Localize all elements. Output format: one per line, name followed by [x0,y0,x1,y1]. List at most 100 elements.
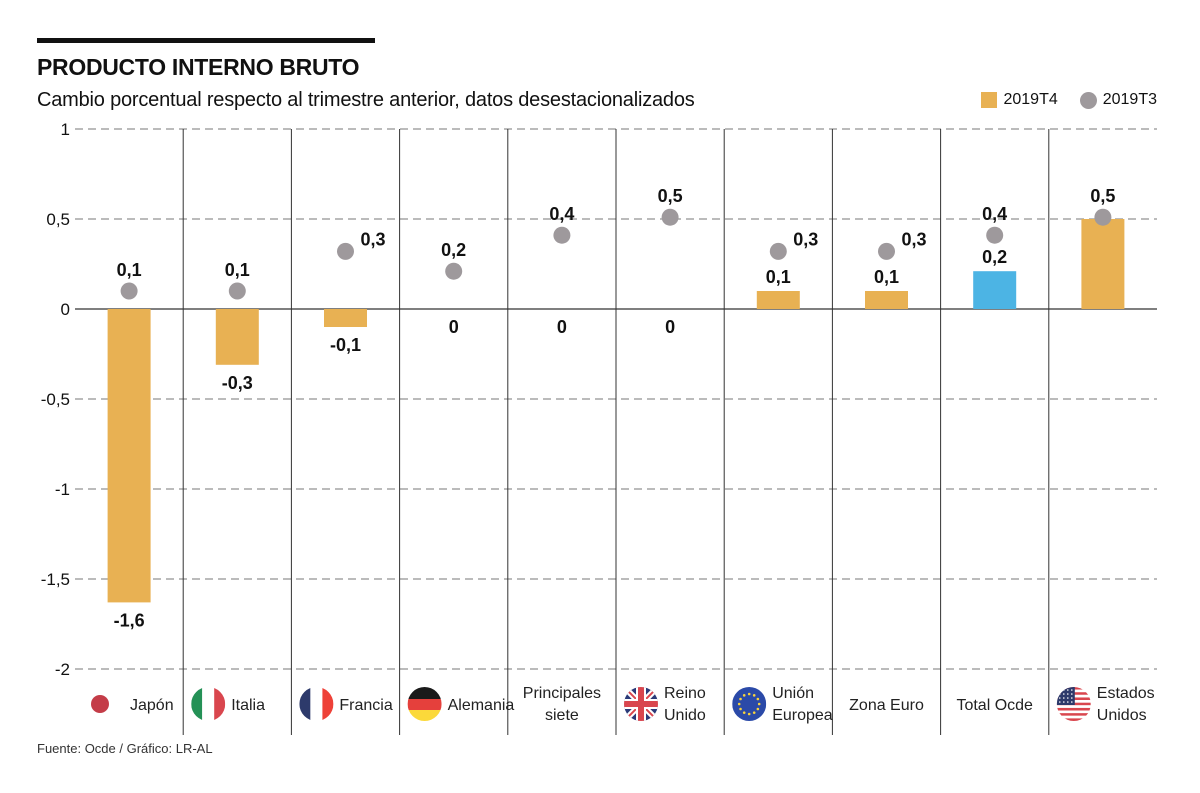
dot-value-label: 0,3 [361,229,386,249]
chart-title: PRODUCTO INTERNO BRUTO [37,54,360,80]
dot [120,282,138,300]
bar [215,309,259,365]
flag-star [1067,697,1069,699]
flag-star [739,707,742,711]
bar-value-label: 0,1 [874,267,899,287]
flag-stripe [322,687,334,721]
flag-star [1059,701,1061,703]
legend-square-icon [981,92,998,108]
flag-star [747,692,751,696]
flag-cross [638,687,644,721]
france-flag-icon [299,687,334,721]
dot [986,226,1004,244]
flag-stripe [407,687,442,699]
dot-value-label: 0,1 [225,260,250,280]
y-tick-label: -2 [55,660,70,679]
category-label: Unidos [1097,707,1147,724]
legend: 2019T4 2019T3 [959,91,1157,109]
dot [1094,208,1112,226]
bar-value-label: 0,2 [982,247,1007,267]
dot-value-label: 0,3 [793,229,818,249]
flag-clip [624,687,658,721]
dot [553,226,571,244]
dot [445,262,463,280]
flag-stripe [1056,707,1091,711]
flag-sun [91,695,109,713]
japan-flag-icon [83,687,117,721]
flag-star [1063,689,1065,691]
category-label: Europea [772,707,833,724]
flag-star [742,694,746,697]
bar [1081,219,1125,309]
flag-star [1063,701,1065,703]
source-note: Fuente: Ocde / Gráfico: LR-AL [37,741,213,756]
category-label: Unión [772,685,814,702]
flag-stripe [1056,715,1091,719]
flag-star [1067,689,1069,691]
flag-star [1063,697,1065,699]
flag-star [1071,701,1073,703]
dot-value-label: 0,4 [982,204,1007,224]
bar [107,309,151,603]
flag-star [747,712,751,716]
usa-flag-icon [1056,687,1091,721]
category-label: Estados [1097,685,1155,702]
legend-label: 2019T3 [1102,91,1157,108]
flag-star [1071,693,1073,695]
y-tick-label: 1 [61,120,70,139]
dot-value-label: 0,2 [441,240,466,260]
flag-star [739,697,742,701]
flag-star [1071,697,1073,699]
category-label: Principales [523,685,601,702]
category-label: Reino [664,685,706,702]
dot [769,242,787,260]
dot-value-label: 0,5 [1090,186,1115,206]
flag-stripe [407,710,442,721]
flag-clip [407,687,442,721]
bar-value-label: 0 [449,317,459,337]
y-tick-label: -1 [55,480,70,499]
flag-stripe [407,699,442,710]
dot [661,208,679,226]
flag-stripe [299,687,311,721]
column-dividers [182,129,1050,735]
bar-value-label: -1,6 [114,610,145,630]
legend-circle-icon [1079,91,1097,109]
bar [865,291,908,309]
category-label: Italia [231,697,265,714]
flag-stripe [1056,705,1091,708]
bar-value-label: 0 [557,317,567,337]
flag-stripe [310,687,323,721]
value-labels: -1,60,1-0,30,1-0,10,300,200,400,50,10,30… [114,186,1116,630]
flag-star [756,697,760,701]
dot-value-label: 0,4 [549,204,574,224]
flag-star [1071,689,1073,691]
bar-value-label: -0,1 [330,335,361,355]
category-label: Zona Euro [849,697,924,714]
flag-star [1067,701,1069,703]
flag-star [1063,693,1065,695]
flag-bg [732,687,767,721]
italy-flag-icon [191,687,226,721]
flag-star [752,694,756,697]
flag-star [1059,689,1061,691]
dot [878,242,895,260]
flag-star [1067,693,1069,695]
dot [337,242,354,260]
bars-2019t4 [107,219,1125,603]
dots-2019t3 [120,208,1112,300]
flag-star [1059,693,1061,695]
dot-value-label: 0,3 [902,229,927,249]
bar-value-label: -0,3 [222,373,253,393]
flag-clip [732,687,767,721]
eu-flag-icon [732,687,767,721]
flag-stripe [191,687,203,721]
germany-flag-icon [407,687,442,721]
category-label: siete [545,707,579,724]
flag-star [756,707,760,711]
uk-flag-icon [624,687,658,721]
category-label: Japón [130,697,174,714]
flag-stripe [202,687,215,721]
bar-value-label: 0,1 [766,267,791,287]
